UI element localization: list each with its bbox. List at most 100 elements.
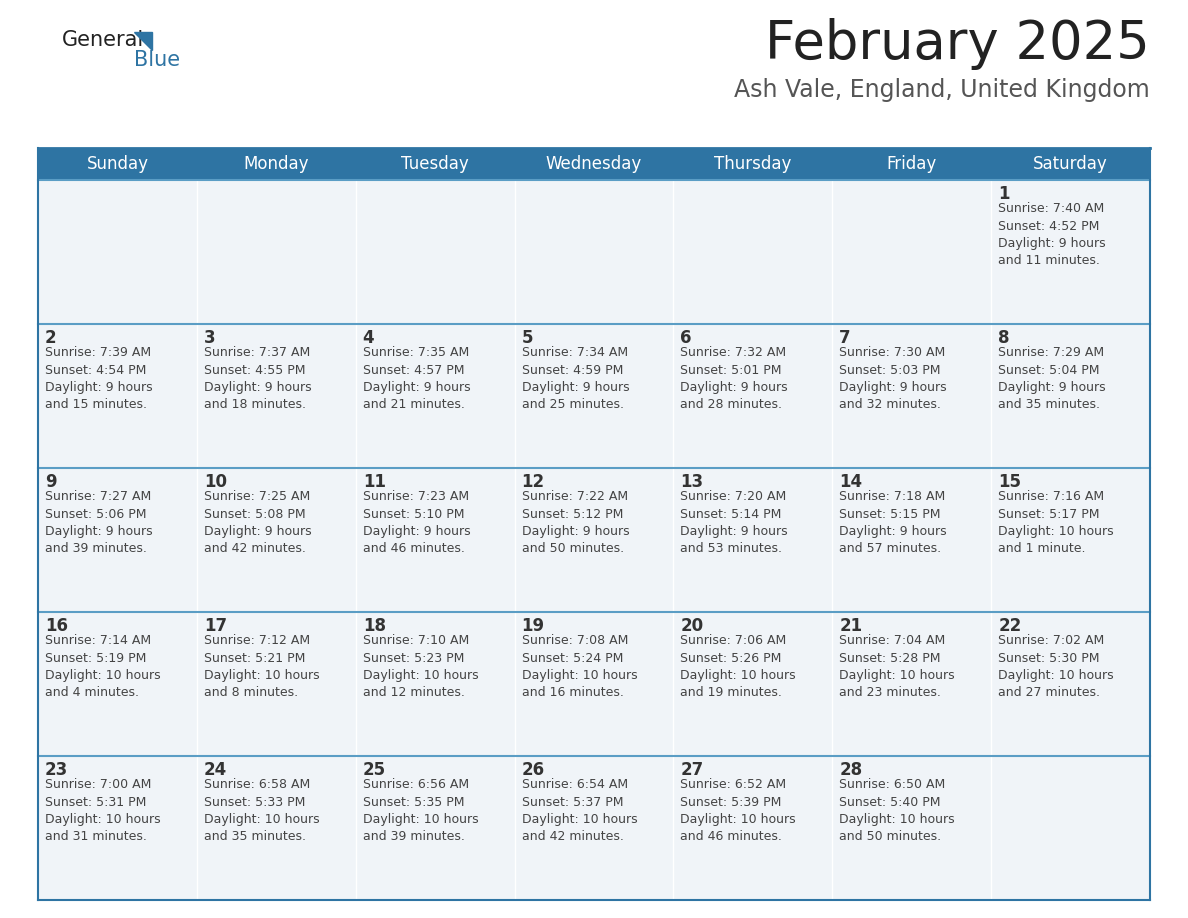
Text: Sunrise: 7:35 AM
Sunset: 4:57 PM
Daylight: 9 hours
and 21 minutes.: Sunrise: 7:35 AM Sunset: 4:57 PM Dayligh… bbox=[362, 346, 470, 411]
Bar bbox=[833, 148, 991, 180]
Text: 28: 28 bbox=[839, 761, 862, 779]
Text: Sunrise: 7:40 AM
Sunset: 4:52 PM
Daylight: 9 hours
and 11 minutes.: Sunrise: 7:40 AM Sunset: 4:52 PM Dayligh… bbox=[998, 202, 1106, 267]
Bar bbox=[38, 324, 197, 468]
Bar bbox=[674, 324, 833, 468]
Text: Sunrise: 7:22 AM
Sunset: 5:12 PM
Daylight: 9 hours
and 50 minutes.: Sunrise: 7:22 AM Sunset: 5:12 PM Dayligh… bbox=[522, 490, 630, 555]
Text: Ash Vale, England, United Kingdom: Ash Vale, England, United Kingdom bbox=[734, 78, 1150, 102]
Text: 25: 25 bbox=[362, 761, 386, 779]
Bar bbox=[514, 148, 674, 180]
Bar bbox=[991, 612, 1150, 756]
Bar bbox=[833, 612, 991, 756]
Text: Sunrise: 7:23 AM
Sunset: 5:10 PM
Daylight: 9 hours
and 46 minutes.: Sunrise: 7:23 AM Sunset: 5:10 PM Dayligh… bbox=[362, 490, 470, 555]
Bar bbox=[197, 468, 355, 612]
Text: Sunrise: 7:02 AM
Sunset: 5:30 PM
Daylight: 10 hours
and 27 minutes.: Sunrise: 7:02 AM Sunset: 5:30 PM Dayligh… bbox=[998, 634, 1114, 700]
Bar bbox=[38, 180, 197, 324]
Text: 3: 3 bbox=[204, 329, 215, 347]
Text: Friday: Friday bbox=[886, 155, 937, 173]
Bar bbox=[991, 468, 1150, 612]
Bar bbox=[991, 756, 1150, 900]
Bar bbox=[674, 468, 833, 612]
Text: Sunrise: 7:14 AM
Sunset: 5:19 PM
Daylight: 10 hours
and 4 minutes.: Sunrise: 7:14 AM Sunset: 5:19 PM Dayligh… bbox=[45, 634, 160, 700]
Text: 23: 23 bbox=[45, 761, 68, 779]
Text: 17: 17 bbox=[204, 617, 227, 635]
Text: Sunrise: 7:29 AM
Sunset: 5:04 PM
Daylight: 9 hours
and 35 minutes.: Sunrise: 7:29 AM Sunset: 5:04 PM Dayligh… bbox=[998, 346, 1106, 411]
Polygon shape bbox=[134, 32, 152, 50]
Bar bbox=[197, 756, 355, 900]
Text: Sunday: Sunday bbox=[87, 155, 148, 173]
Text: 11: 11 bbox=[362, 473, 386, 491]
Text: Sunrise: 7:20 AM
Sunset: 5:14 PM
Daylight: 9 hours
and 53 minutes.: Sunrise: 7:20 AM Sunset: 5:14 PM Dayligh… bbox=[681, 490, 788, 555]
Bar bbox=[514, 468, 674, 612]
Bar bbox=[514, 180, 674, 324]
Text: 19: 19 bbox=[522, 617, 544, 635]
Text: Saturday: Saturday bbox=[1034, 155, 1108, 173]
Text: Sunrise: 7:08 AM
Sunset: 5:24 PM
Daylight: 10 hours
and 16 minutes.: Sunrise: 7:08 AM Sunset: 5:24 PM Dayligh… bbox=[522, 634, 637, 700]
Text: 6: 6 bbox=[681, 329, 691, 347]
Text: Sunrise: 6:58 AM
Sunset: 5:33 PM
Daylight: 10 hours
and 35 minutes.: Sunrise: 6:58 AM Sunset: 5:33 PM Dayligh… bbox=[204, 778, 320, 844]
Text: Sunrise: 7:04 AM
Sunset: 5:28 PM
Daylight: 10 hours
and 23 minutes.: Sunrise: 7:04 AM Sunset: 5:28 PM Dayligh… bbox=[839, 634, 955, 700]
Bar bbox=[355, 180, 514, 324]
Bar bbox=[355, 468, 514, 612]
Bar bbox=[991, 324, 1150, 468]
Text: 2: 2 bbox=[45, 329, 57, 347]
Bar bbox=[514, 324, 674, 468]
Bar bbox=[514, 612, 674, 756]
Bar bbox=[355, 756, 514, 900]
Text: Sunrise: 6:54 AM
Sunset: 5:37 PM
Daylight: 10 hours
and 42 minutes.: Sunrise: 6:54 AM Sunset: 5:37 PM Dayligh… bbox=[522, 778, 637, 844]
Text: Sunrise: 7:39 AM
Sunset: 4:54 PM
Daylight: 9 hours
and 15 minutes.: Sunrise: 7:39 AM Sunset: 4:54 PM Dayligh… bbox=[45, 346, 152, 411]
Text: 20: 20 bbox=[681, 617, 703, 635]
Text: Sunrise: 7:34 AM
Sunset: 4:59 PM
Daylight: 9 hours
and 25 minutes.: Sunrise: 7:34 AM Sunset: 4:59 PM Dayligh… bbox=[522, 346, 630, 411]
Bar bbox=[833, 756, 991, 900]
Text: Sunrise: 7:10 AM
Sunset: 5:23 PM
Daylight: 10 hours
and 12 minutes.: Sunrise: 7:10 AM Sunset: 5:23 PM Dayligh… bbox=[362, 634, 479, 700]
Bar bbox=[674, 756, 833, 900]
Text: Sunrise: 7:12 AM
Sunset: 5:21 PM
Daylight: 10 hours
and 8 minutes.: Sunrise: 7:12 AM Sunset: 5:21 PM Dayligh… bbox=[204, 634, 320, 700]
Bar bbox=[38, 756, 197, 900]
Text: 24: 24 bbox=[204, 761, 227, 779]
Text: 15: 15 bbox=[998, 473, 1022, 491]
Text: 1: 1 bbox=[998, 185, 1010, 203]
Text: 14: 14 bbox=[839, 473, 862, 491]
Bar bbox=[833, 180, 991, 324]
Text: 12: 12 bbox=[522, 473, 544, 491]
Bar bbox=[38, 612, 197, 756]
Text: Sunrise: 6:52 AM
Sunset: 5:39 PM
Daylight: 10 hours
and 46 minutes.: Sunrise: 6:52 AM Sunset: 5:39 PM Dayligh… bbox=[681, 778, 796, 844]
Text: Sunrise: 7:25 AM
Sunset: 5:08 PM
Daylight: 9 hours
and 42 minutes.: Sunrise: 7:25 AM Sunset: 5:08 PM Dayligh… bbox=[204, 490, 311, 555]
Bar bbox=[355, 324, 514, 468]
Text: Sunrise: 7:06 AM
Sunset: 5:26 PM
Daylight: 10 hours
and 19 minutes.: Sunrise: 7:06 AM Sunset: 5:26 PM Dayligh… bbox=[681, 634, 796, 700]
Bar bbox=[674, 148, 833, 180]
Text: 16: 16 bbox=[45, 617, 68, 635]
Bar bbox=[833, 468, 991, 612]
Bar bbox=[674, 180, 833, 324]
Text: Thursday: Thursday bbox=[714, 155, 791, 173]
Bar bbox=[197, 180, 355, 324]
Text: General: General bbox=[62, 30, 144, 50]
Bar bbox=[197, 612, 355, 756]
Text: Sunrise: 7:16 AM
Sunset: 5:17 PM
Daylight: 10 hours
and 1 minute.: Sunrise: 7:16 AM Sunset: 5:17 PM Dayligh… bbox=[998, 490, 1114, 555]
Text: 27: 27 bbox=[681, 761, 703, 779]
Text: 26: 26 bbox=[522, 761, 544, 779]
Text: 4: 4 bbox=[362, 329, 374, 347]
Text: Sunrise: 7:30 AM
Sunset: 5:03 PM
Daylight: 9 hours
and 32 minutes.: Sunrise: 7:30 AM Sunset: 5:03 PM Dayligh… bbox=[839, 346, 947, 411]
Bar bbox=[355, 612, 514, 756]
Text: Sunrise: 7:18 AM
Sunset: 5:15 PM
Daylight: 9 hours
and 57 minutes.: Sunrise: 7:18 AM Sunset: 5:15 PM Dayligh… bbox=[839, 490, 947, 555]
Text: Sunrise: 7:37 AM
Sunset: 4:55 PM
Daylight: 9 hours
and 18 minutes.: Sunrise: 7:37 AM Sunset: 4:55 PM Dayligh… bbox=[204, 346, 311, 411]
Text: Sunrise: 7:32 AM
Sunset: 5:01 PM
Daylight: 9 hours
and 28 minutes.: Sunrise: 7:32 AM Sunset: 5:01 PM Dayligh… bbox=[681, 346, 788, 411]
Bar bbox=[674, 612, 833, 756]
Text: 18: 18 bbox=[362, 617, 386, 635]
Text: Sunrise: 7:27 AM
Sunset: 5:06 PM
Daylight: 9 hours
and 39 minutes.: Sunrise: 7:27 AM Sunset: 5:06 PM Dayligh… bbox=[45, 490, 152, 555]
Text: 22: 22 bbox=[998, 617, 1022, 635]
Text: 9: 9 bbox=[45, 473, 57, 491]
Text: 21: 21 bbox=[839, 617, 862, 635]
Text: 13: 13 bbox=[681, 473, 703, 491]
Text: Sunrise: 6:56 AM
Sunset: 5:35 PM
Daylight: 10 hours
and 39 minutes.: Sunrise: 6:56 AM Sunset: 5:35 PM Dayligh… bbox=[362, 778, 479, 844]
Text: 7: 7 bbox=[839, 329, 851, 347]
Bar bbox=[197, 148, 355, 180]
Bar bbox=[991, 180, 1150, 324]
Text: Monday: Monday bbox=[244, 155, 309, 173]
Text: 5: 5 bbox=[522, 329, 533, 347]
Text: Sunrise: 7:00 AM
Sunset: 5:31 PM
Daylight: 10 hours
and 31 minutes.: Sunrise: 7:00 AM Sunset: 5:31 PM Dayligh… bbox=[45, 778, 160, 844]
Text: 8: 8 bbox=[998, 329, 1010, 347]
Text: February 2025: February 2025 bbox=[765, 18, 1150, 70]
Text: Tuesday: Tuesday bbox=[402, 155, 469, 173]
Text: Sunrise: 6:50 AM
Sunset: 5:40 PM
Daylight: 10 hours
and 50 minutes.: Sunrise: 6:50 AM Sunset: 5:40 PM Dayligh… bbox=[839, 778, 955, 844]
